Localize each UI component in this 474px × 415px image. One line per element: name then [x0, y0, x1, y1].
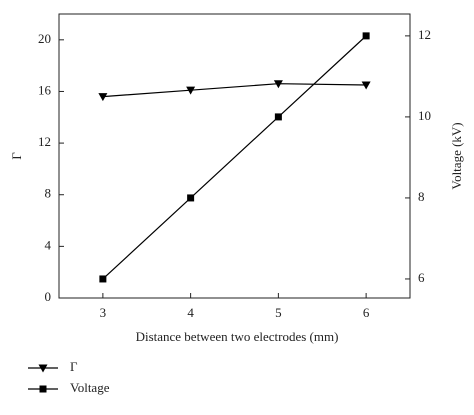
marker	[361, 81, 371, 90]
y2-tick-label: 8	[418, 189, 425, 204]
legend-marker	[38, 364, 48, 373]
legend-marker	[39, 385, 47, 393]
plot-frame	[58, 13, 411, 299]
x-tick-label: 3	[100, 305, 107, 320]
x-tick-label: 6	[363, 305, 370, 320]
y-tick-label: 8	[45, 186, 52, 201]
y-tick-label: 0	[45, 289, 52, 304]
x-axis-label: Distance between two electrodes (mm)	[136, 329, 339, 344]
y-tick-label: 20	[38, 31, 51, 46]
marker	[99, 275, 107, 283]
series-line	[102, 35, 367, 280]
y2-axis-label: Voltage (kV)	[449, 122, 464, 189]
marker	[98, 93, 108, 102]
x-tick-label: 4	[187, 305, 194, 320]
y2-tick-label: 6	[418, 270, 425, 285]
marker	[186, 86, 196, 95]
y-tick-label: 4	[45, 237, 52, 252]
legend-label: Voltage	[70, 380, 110, 395]
marker	[273, 80, 283, 89]
marker	[362, 32, 370, 40]
marker	[274, 113, 282, 121]
series-line	[102, 83, 367, 98]
y2-tick-label: 12	[418, 27, 431, 42]
marker	[187, 194, 195, 202]
y-axis-label: Γ	[9, 152, 24, 160]
y-tick-label: 16	[38, 82, 52, 97]
y2-tick-label: 10	[418, 108, 431, 123]
y-tick-label: 12	[38, 134, 51, 149]
legend-label: Γ	[70, 359, 78, 374]
x-tick-label: 5	[275, 305, 282, 320]
